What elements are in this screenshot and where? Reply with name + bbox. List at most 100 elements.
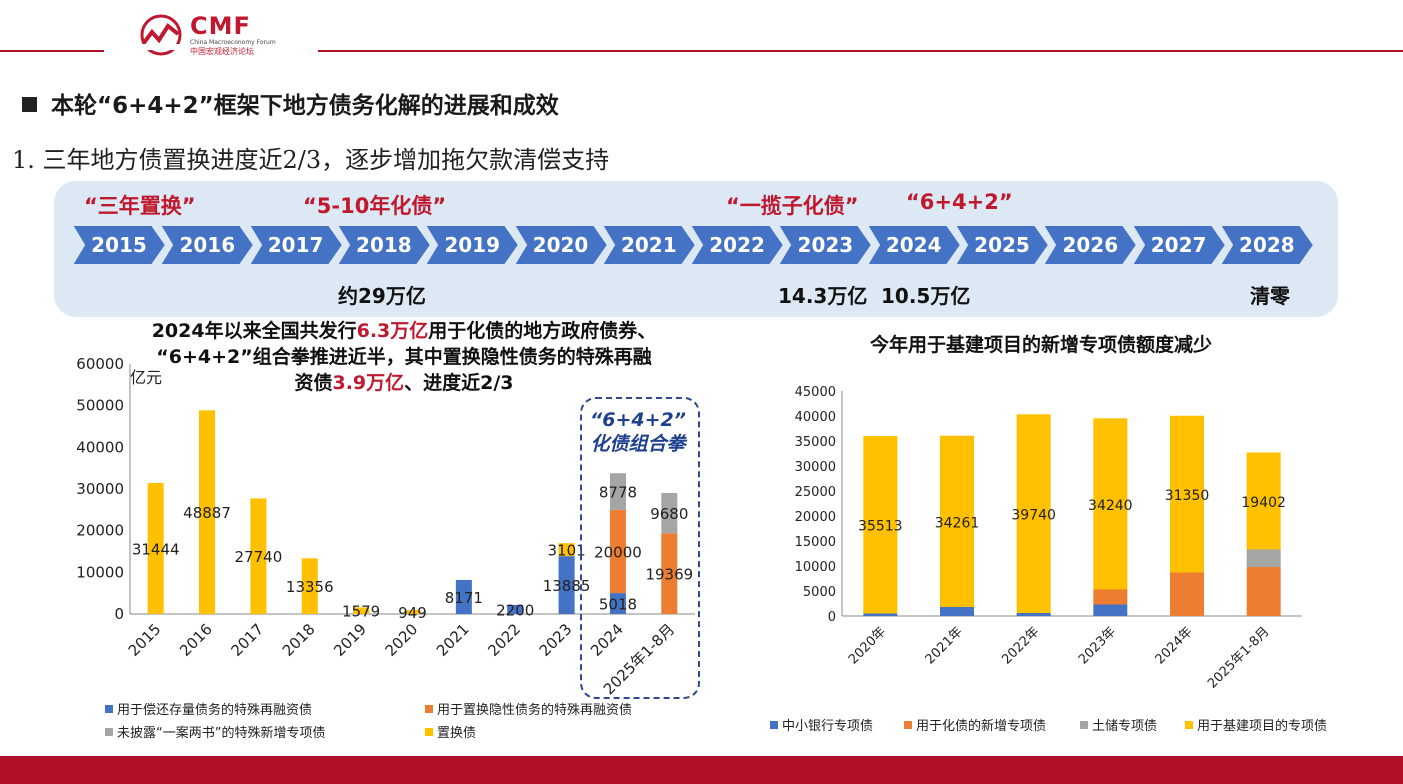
x-tick-label: 2023年 [1076, 624, 1119, 667]
timeline-year-2025: 2025 [955, 225, 1049, 265]
data-label: 20000 [594, 543, 642, 561]
data-label: 13885 [543, 577, 591, 595]
y-tick-label: 40000 [795, 410, 836, 425]
x-tick-label: 2022年 [999, 624, 1042, 667]
data-label: 48887 [183, 504, 231, 522]
page-subtitle: 1. 三年地方债置换进度近2/3，逐步增加拖欠款清偿支持 [12, 146, 610, 174]
y-tick-label: 10000 [76, 563, 124, 581]
cmf-logo-icon [140, 14, 182, 56]
bar-segment [1246, 549, 1281, 567]
timeline-amount-10-5: 10.5万亿 [881, 284, 971, 308]
timeline-year-2022: 2022 [690, 225, 785, 265]
data-label: 8171 [445, 589, 483, 607]
data-label: 8778 [599, 483, 637, 501]
data-label: 9680 [650, 505, 688, 523]
bar-segment [609, 509, 626, 594]
timeline-year-label: 2020 [532, 233, 589, 257]
timeline-year-2015: 2015 [72, 225, 166, 265]
bar-segment [147, 482, 164, 614]
y-tick-label: 5000 [803, 585, 836, 600]
timeline-year-label: 2024 [885, 233, 942, 257]
timeline-year-label: 2015 [91, 233, 147, 257]
bar-segment [558, 543, 575, 557]
data-label: 2200 [496, 601, 534, 619]
timeline-year-label: 2027 [1150, 233, 1207, 257]
bar-segment [1093, 418, 1128, 590]
y-tick-label: 30000 [76, 480, 124, 498]
left-title-amount: 6.3万亿 [356, 320, 429, 342]
x-tick-label: 2021 [433, 620, 473, 660]
timeline-year-label: 2018 [356, 233, 412, 257]
bullet-square-icon [22, 97, 37, 112]
timeline-year-2020: 2020 [513, 225, 608, 265]
y-tick-label: 0 [114, 605, 124, 623]
bar-segment [558, 556, 575, 614]
bar-segment [609, 593, 626, 614]
y-tick-label: 10000 [795, 560, 836, 575]
x-tick-label: 2018 [279, 620, 319, 660]
bar-segment [301, 558, 318, 614]
bar-segment [1246, 567, 1281, 616]
bar-segment [1170, 415, 1204, 573]
timeline-year-label: 2016 [179, 233, 236, 257]
y-tick-label: 30000 [795, 460, 836, 475]
x-tick-label: 2025年1-8月 [1205, 624, 1272, 691]
timeline-year-2021: 2021 [601, 225, 696, 265]
right-legend-item-4: 用于基建项目的专项债 [1185, 715, 1327, 734]
data-label: 19402 [1241, 495, 1286, 511]
timeline-year-label: 2026 [1062, 233, 1119, 257]
x-tick-label: 2022 [484, 620, 524, 660]
data-label: 3101 [547, 542, 585, 560]
page-title: 本轮“6+4+2”框架下地方债务化解的进展和成效 [22, 86, 559, 120]
left-legend-item-2: 用于置换隐性债务的特殊再融资债 [425, 699, 632, 718]
bar-segment [250, 498, 267, 614]
bar-segment [1170, 572, 1204, 616]
y-tick-label: 40000 [76, 438, 124, 456]
bar-segment [455, 579, 472, 614]
x-tick-label: 2023 [536, 620, 576, 660]
left-legend-item-3: 未披露“一案两书”的特殊新增专项债 [105, 722, 325, 741]
data-label: 31444 [132, 540, 180, 558]
right-chart-title: 今年用于基建项目的新增专项债额度减少 [870, 334, 1213, 356]
data-label: 1579 [342, 603, 380, 621]
y-axis-label: 亿元 [130, 368, 162, 387]
x-tick-label: 2015 [125, 620, 165, 660]
y-tick-label: 20000 [76, 522, 124, 540]
timeline-year-label: 2022 [709, 233, 765, 257]
logo-name: CMF [190, 12, 251, 40]
timeline-amount-zero: 清零 [1250, 284, 1290, 308]
data-label: 35513 [858, 519, 903, 535]
y-tick-label: 20000 [795, 510, 836, 525]
bar-segment [404, 610, 421, 614]
bar-segment [1016, 613, 1051, 616]
timeline-year-2026: 2026 [1043, 225, 1138, 265]
timeline-year-label: 2021 [620, 233, 677, 257]
right-legend-item-3: 土储专项债 [1080, 715, 1157, 734]
timeline-year-2018: 2018 [336, 225, 431, 265]
timeline-year-2019: 2019 [425, 225, 520, 265]
right-legend-item-1: 中小银行专项债 [770, 715, 873, 734]
footer-bar [0, 756, 1403, 784]
bar-segment [507, 604, 524, 614]
bar-segment [199, 410, 216, 614]
left-bar-chart: 0 10000 20000 30000 40000 50000 60000 亿元 31444 20… [76, 355, 695, 698]
timeline-year-label: 2028 [1239, 233, 1295, 257]
x-tick-label: 2020年 [846, 624, 889, 667]
y-tick-label: 45000 [795, 385, 836, 400]
bar-segment [1093, 604, 1128, 616]
data-label: 39740 [1011, 508, 1056, 524]
bar-segment [353, 607, 370, 614]
bar-segment [1246, 452, 1281, 550]
x-tick-label: 2021年 [923, 624, 966, 667]
combo-highlight-box [580, 397, 700, 699]
right-bar-chart: 0 5000 10000 15000 20000 25000 30000 35000 40000… [795, 385, 1302, 692]
timeline-quote-5-10-year: “5-10年化债” [303, 194, 447, 218]
bar-segment [661, 492, 678, 534]
left-legend-item-4: 置换债 [425, 722, 476, 741]
y-tick-label: 0 [828, 610, 836, 625]
page-title-text: 本轮“6+4+2”框架下地方债务化解的进展和成效 [51, 93, 559, 119]
timeline-year-label: 2017 [267, 233, 324, 257]
x-tick-label: 2020 [382, 620, 422, 660]
y-tick-label: 25000 [795, 485, 836, 500]
data-label: 31350 [1165, 488, 1210, 504]
